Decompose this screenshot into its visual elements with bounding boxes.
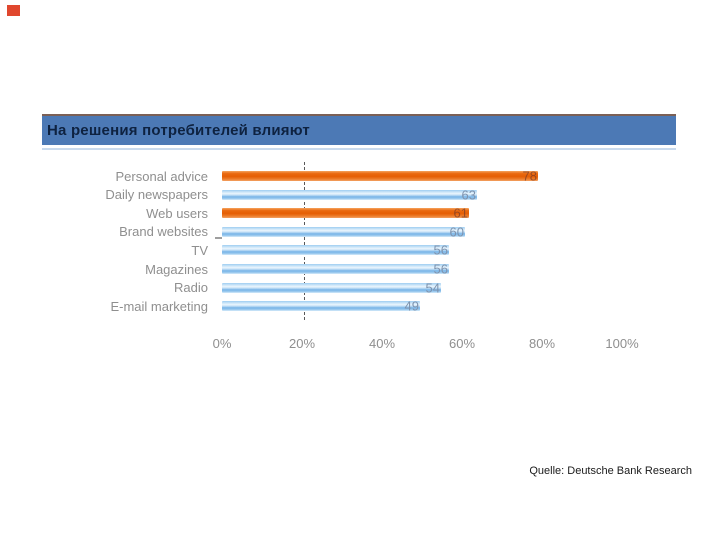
x-axis-tick-label: 0% [212,336,232,351]
category-label: E-mail marketing [110,298,208,314]
bar: 63 [222,187,477,203]
axis-tick-mark [215,237,222,239]
value-label: 54 [425,280,440,296]
chart-row: E-mail marketing 49 [0,297,420,316]
chart-row: Personal advice 78 [0,167,538,186]
category-label: Magazines [145,261,208,277]
category-label: Daily newspapers [105,187,208,203]
bar: 54 [222,280,441,296]
value-label: 56 [433,242,448,258]
source-note: Quelle: Deutsche Bank Research [529,465,692,477]
chart-title-bar: На решения потребителей влияют [42,114,676,145]
category-label: Brand websites [119,224,208,240]
chart-row: Magazines 56 [0,260,449,279]
x-axis-tick-label: 20% [288,336,316,351]
chart-title: На решения потребителей влияют [47,122,310,139]
bar-highlighted: 61 [222,205,469,221]
value-label: 60 [449,224,464,240]
chart-row: Radio 54 [0,278,441,297]
bar: 60 [222,224,465,240]
slide-logo-mark [7,5,20,16]
x-axis-tick-label: 100% [605,336,639,351]
value-label: 56 [433,261,448,277]
chart-row: Brand websites 60 [0,222,465,241]
chart-row: Daily newspapers 63 [0,185,477,204]
value-label: 49 [404,298,419,314]
value-label: 78 [522,168,537,184]
bar: 49 [222,298,420,314]
x-axis-tick-label: 40% [368,336,396,351]
category-label: TV [191,242,208,258]
value-label: 63 [461,187,476,203]
category-label: Web users [146,205,208,221]
bar: 56 [222,242,449,258]
x-axis-tick-label: 60% [448,336,476,351]
chart-row: Web users 61 [0,204,469,223]
reference-dashed-line [304,162,305,320]
chart-row: TV 56 [0,241,449,260]
category-label: Personal advice [115,168,209,184]
x-axis-tick-label: 80% [528,336,556,351]
value-label: 61 [453,205,468,221]
bar-highlighted: 78 [222,168,538,184]
bar: 56 [222,261,449,277]
category-label: Radio [174,280,208,296]
